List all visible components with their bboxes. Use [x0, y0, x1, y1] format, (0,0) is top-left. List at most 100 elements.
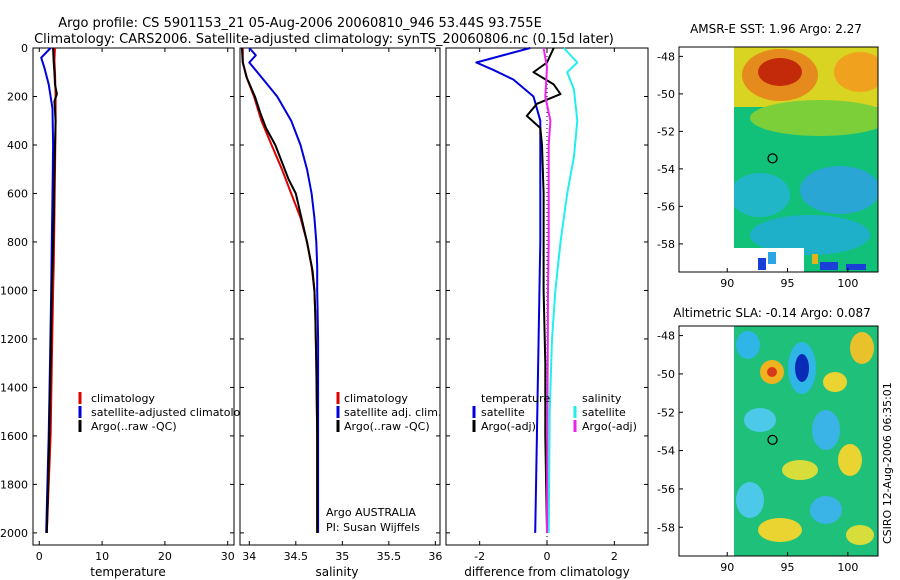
- sst-transition: [750, 100, 878, 136]
- temperature-legend: climatology satellite-adjusted climatolo…: [78, 392, 254, 433]
- argo-float-marker: [767, 434, 778, 446]
- sla-map-title: Altimetric SLA: -0.14 Argo: 0.087: [673, 306, 870, 320]
- y-tick-label: 1000: [0, 284, 28, 297]
- y-tick-label: 1200: [0, 333, 28, 346]
- map-x-tick-label: 95: [781, 561, 795, 574]
- figure-title-line2: Climatology: CARS2006. Satellite-adjuste…: [34, 32, 614, 47]
- y-tick-label: 1800: [0, 478, 28, 491]
- map-y-tick-label: -48: [657, 50, 675, 63]
- map-y-tick-label: -56: [657, 483, 675, 496]
- sla-high-6: [758, 518, 802, 542]
- x-tick-label: 35: [335, 550, 349, 563]
- map-y-tick-label: -50: [657, 368, 675, 381]
- sla-high-3: [850, 332, 874, 364]
- sla-low-6: [810, 496, 842, 524]
- y-tick-label: 400: [7, 139, 28, 152]
- map-y-tick-label: -50: [657, 88, 675, 101]
- sla-high-2: [823, 372, 847, 392]
- sst-warm-east: [834, 52, 878, 92]
- salinity-legend: climatology satellite adj. clim. Argo(..…: [336, 392, 441, 433]
- map-y-tick-label: -52: [657, 406, 675, 419]
- y-tick-label: 200: [7, 90, 28, 103]
- sla-map-frame: [678, 325, 879, 557]
- x-tick-label: -2: [474, 550, 485, 563]
- map-x-tick-label: 100: [837, 277, 858, 290]
- temperature-argo-adj-line: [525, 47, 562, 533]
- salinity-x-label: salinity: [315, 565, 358, 579]
- sla-low-4: [812, 410, 840, 450]
- y-tick-label: 600: [7, 187, 28, 200]
- sla-high-4: [838, 444, 862, 476]
- sst-pixel-4: [820, 262, 838, 270]
- map-y-tick-label: -58: [657, 238, 675, 251]
- x-tick-label: 2: [611, 550, 618, 563]
- sla-high-7: [846, 525, 874, 545]
- legend-label-sal-satellite: satellite: [582, 406, 626, 419]
- x-tick-label: 35.5: [377, 550, 402, 563]
- x-tick-label: 36: [428, 550, 442, 563]
- x-tick-label: 30: [221, 550, 235, 563]
- sst-map-ticks: 90 95 100 -48 -50 -52 -54 -56 -58: [657, 50, 858, 290]
- sst-map-panel: AMSR-E SST: 1.96 Argo: 2.27 90 95 100 -48 -5…: [657, 22, 879, 290]
- x-tick-label: 0: [544, 550, 551, 563]
- x-tick-label: 10: [95, 550, 109, 563]
- legend-label-satellite: satellite adj. clim.: [344, 406, 441, 419]
- y-tick-label: 1600: [0, 430, 28, 443]
- argo-float-marker: [767, 153, 778, 164]
- map-x-tick-label: 90: [720, 561, 734, 574]
- sst-cool-patch-3: [750, 215, 870, 255]
- difference-ticks: -2 0 2: [446, 47, 648, 563]
- temperature-profile-panel: 0 200 400 600 800 1000 1200 1400 1600 1800 2000 0 10…: [0, 42, 254, 579]
- sst-pixel-5: [846, 264, 866, 270]
- sst-hot-spot: [758, 58, 802, 86]
- salinity-satellite-line: [547, 47, 579, 533]
- satellite-adj-clim-line: [248, 47, 320, 533]
- temperature-lines: [40, 47, 58, 533]
- argo-raw-qc-line: [240, 47, 319, 533]
- temperature-satellite-line: [475, 47, 542, 533]
- legend-title-temperature: temperature: [481, 392, 550, 405]
- legend-label-temp-argo: Argo(-adj): [481, 420, 536, 433]
- sst-pixel-2: [768, 252, 776, 264]
- sst-map-title: AMSR-E SST: 1.96 Argo: 2.27: [690, 22, 862, 36]
- argo-agency-annotation: Argo AUSTRALIA: [326, 506, 416, 519]
- y-tick-label: 1400: [0, 381, 28, 394]
- sla-map-panel: Altimetric SLA: -0.14 Argo: 0.087 90 95 10…: [657, 306, 879, 574]
- argo-pi-annotation: PI: Susan Wijffels: [326, 521, 420, 534]
- difference-x-label: difference from climatology: [464, 565, 630, 579]
- map-y-tick-label: -56: [657, 200, 675, 213]
- map-y-tick-label: -48: [657, 330, 675, 343]
- x-tick-label: 20: [158, 550, 172, 563]
- legend-label-sal-argo: Argo(-adj): [582, 420, 637, 433]
- sla-low-1-core: [795, 354, 809, 382]
- x-tick-label: 0: [36, 550, 43, 563]
- legend-label-climatology: climatology: [91, 392, 155, 405]
- difference-legend: temperature salinity satellite Argo(-adj…: [472, 392, 637, 433]
- difference-profile-panel: -2 0 2 difference from climatology tempera…: [445, 47, 649, 579]
- sla-low-5: [736, 482, 764, 518]
- legend-label-satellite: satellite-adjusted climatology: [91, 406, 254, 419]
- map-y-tick-label: -54: [657, 163, 675, 176]
- map-y-tick-label: -58: [657, 521, 675, 534]
- temperature-ticks: 0 200 400 600 800 1000 1200 1400 1600 1800 2000 0 10…: [0, 42, 235, 563]
- legend-label-temp-satellite: satellite: [481, 406, 525, 419]
- sla-low-2: [736, 331, 760, 359]
- csiro-credit: CSIRO 12-Aug-2006 06:35:01: [881, 382, 894, 544]
- legend-title-salinity: salinity: [582, 392, 622, 405]
- difference-lines: [475, 47, 579, 533]
- sst-cool-patch-1: [734, 173, 790, 217]
- salinity-ticks: 34 34.5 35 35.5 36: [240, 47, 442, 563]
- sst-cool-patch-2: [800, 166, 878, 214]
- map-x-tick-label: 100: [837, 561, 858, 574]
- temperature-axes-frame: [32, 47, 235, 546]
- sla-high-1-core: [767, 367, 777, 377]
- sla-map-ticks: 90 95 100 -48 -50 -52 -54 -56 -58: [657, 330, 858, 574]
- x-tick-label: 34.5: [284, 550, 309, 563]
- sla-high-5: [782, 460, 818, 480]
- sst-pixel-3: [812, 254, 818, 264]
- sst-map-frame: [678, 46, 879, 273]
- salinity-argo-adj-line: [542, 47, 552, 533]
- legend-label-climatology: climatology: [344, 392, 408, 405]
- argo-raw-qc-line: [45, 47, 58, 533]
